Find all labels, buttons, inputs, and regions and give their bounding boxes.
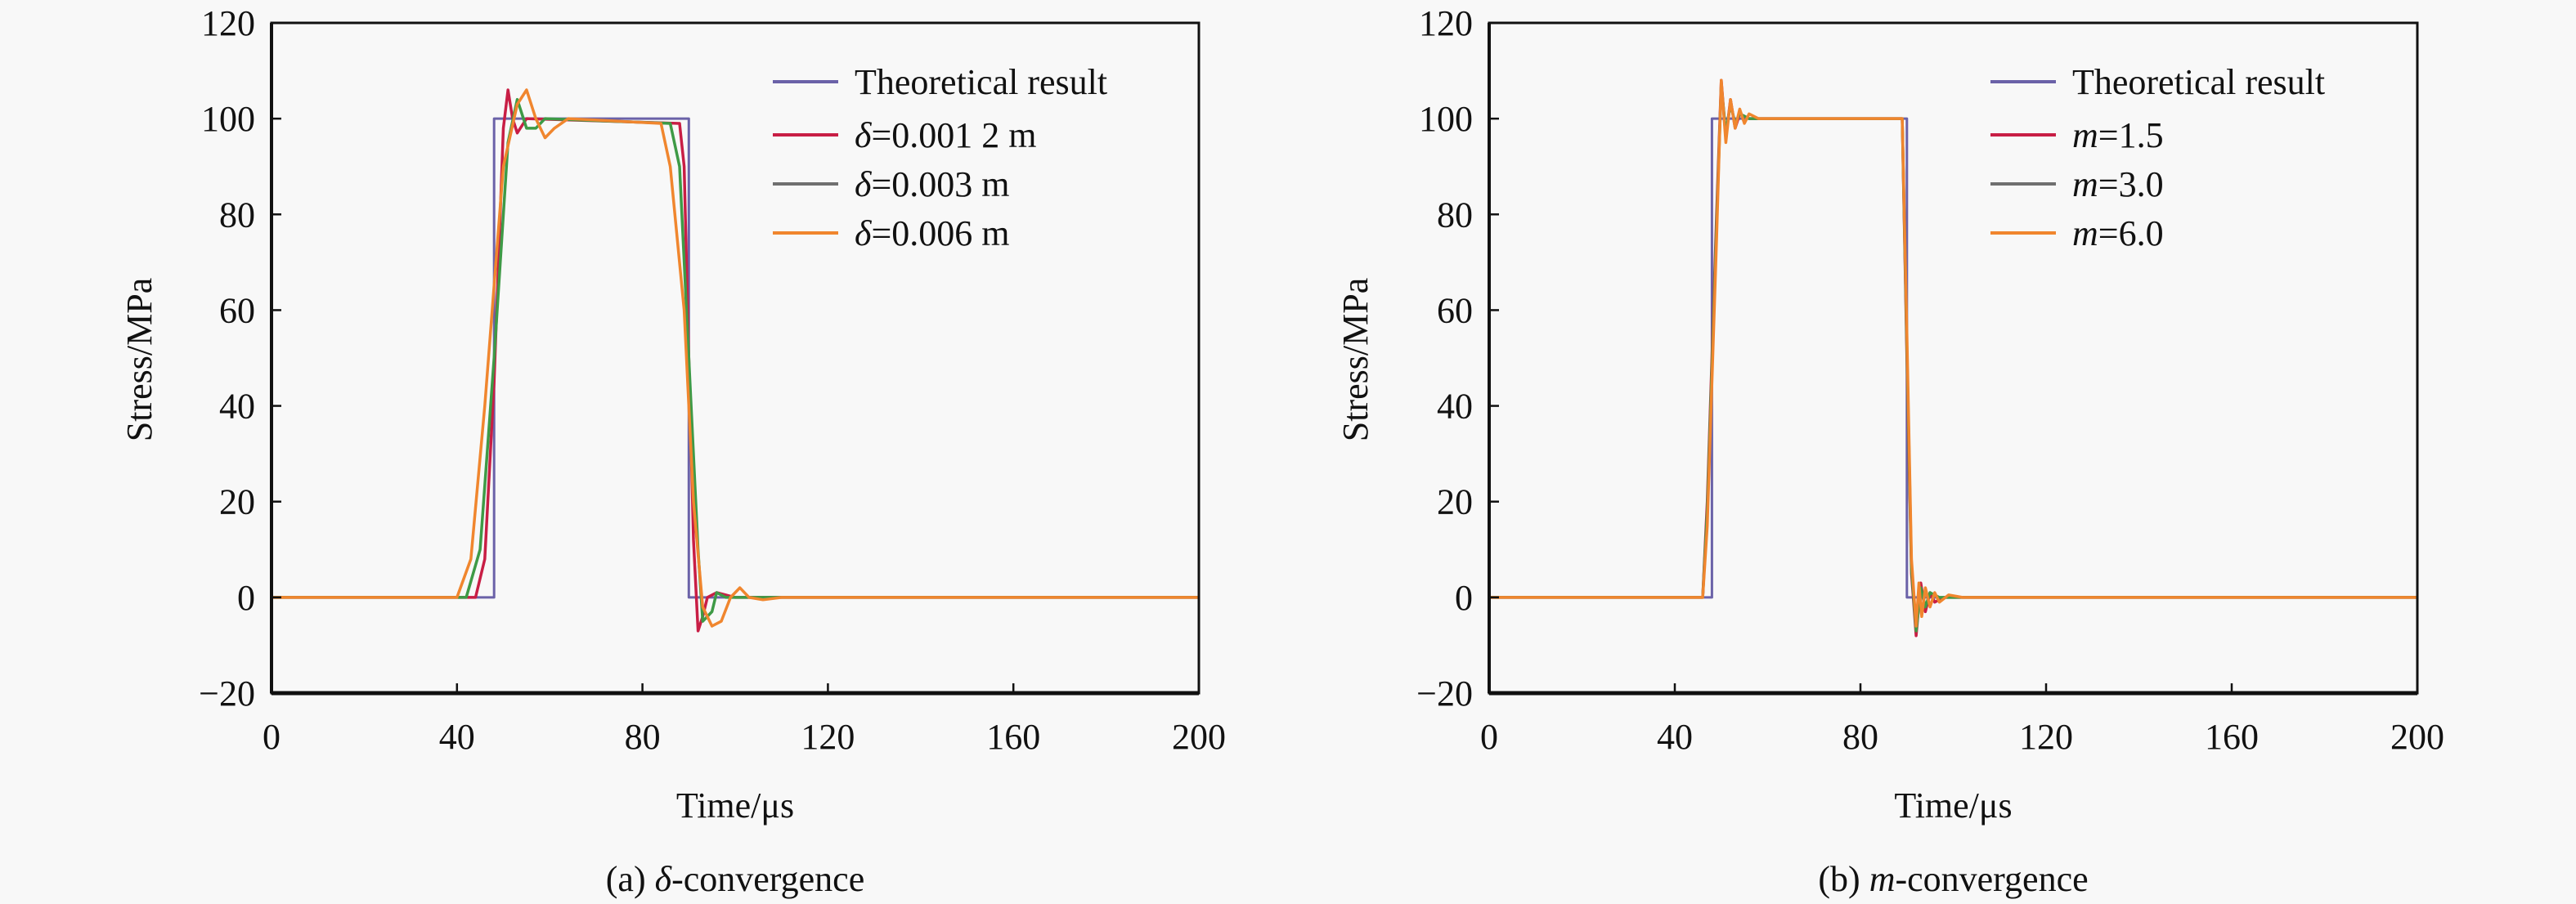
plot-frame — [1488, 21, 2419, 695]
y-tick-label: 120 — [1419, 3, 1473, 43]
x-tick-label: 200 — [1172, 717, 1226, 757]
series-group — [1489, 78, 2417, 638]
legend-text-rest: =1.5 — [2098, 115, 2164, 155]
caption-suffix: -convergence — [671, 859, 864, 899]
y-tick-label: 80 — [219, 195, 255, 235]
y-tick-label: −20 — [199, 674, 255, 714]
panel-a-delta-convergence: 0 40 80 120 160 200−20020406080100120Time/μsS… — [119, 3, 1226, 899]
legend-symbol: δ — [855, 115, 873, 155]
series-line-numerical-2 — [272, 97, 1199, 623]
legend-text-rest: =0.003 m — [871, 164, 1009, 204]
y-tick-label: −20 — [1416, 674, 1473, 714]
panel-caption: (b) m-convergence — [1818, 859, 2088, 899]
legend-symbol: m — [2072, 213, 2098, 253]
y-tick-label: 40 — [1437, 387, 1473, 427]
series-line-numerical-1 — [1489, 78, 2417, 638]
x-tick-label: 160 — [2205, 717, 2259, 757]
legend-symbol: δ — [855, 213, 873, 253]
legend-text-rest: =3.0 — [2098, 164, 2164, 204]
y-axis-title: Stress/MPa — [119, 278, 159, 441]
y-tick-label: 80 — [1437, 195, 1473, 235]
panel-caption: (a) δ-convergence — [606, 859, 864, 899]
x-axis-title: Time/μs — [1894, 785, 2012, 826]
legend-label: Theoretical result — [2072, 62, 2325, 102]
legend-text-rest: =6.0 — [2098, 213, 2164, 253]
series-line-numerical-3 — [1489, 78, 2417, 628]
series-line-numerical-2 — [1489, 83, 2417, 633]
y-tick-label: 0 — [1455, 578, 1473, 618]
panel-b-m-convergence: 0 40 80 120 160 200−20020406080100120Time/μsS… — [1335, 3, 2444, 899]
y-tick-label: 100 — [201, 99, 255, 139]
legend-label: Theoretical result — [855, 62, 1107, 102]
x-tick-label: 40 — [439, 717, 475, 757]
legend-text-rest: =0.006 m — [871, 213, 1009, 253]
x-tick-label: 80 — [1842, 717, 1878, 757]
legend-label: m=1.5 — [2072, 115, 2164, 155]
x-tick-label: 120 — [2019, 717, 2073, 757]
y-tick-label: 40 — [219, 387, 255, 427]
x-axis-title: Time/μs — [676, 785, 794, 826]
legend-label: δ=0.003 m — [855, 164, 1010, 204]
y-tick-label: 0 — [237, 578, 255, 618]
legend-symbol: δ — [855, 164, 873, 204]
legend-text-rest: Theoretical result — [855, 62, 1107, 102]
series-line-numerical-3 — [272, 88, 1199, 628]
x-tick-label: 160 — [986, 717, 1040, 757]
x-tick-label: 40 — [1657, 717, 1693, 757]
y-tick-label: 120 — [201, 3, 255, 43]
series-line-theoretical — [272, 117, 1199, 599]
legend-text-rest: =0.001 2 m — [871, 115, 1036, 155]
x-tick-label: 120 — [801, 717, 855, 757]
caption-prefix: (b) — [1818, 859, 1869, 899]
x-tick-label: 0 — [263, 717, 280, 757]
y-tick-label: 60 — [1437, 290, 1473, 330]
legend-label: δ=0.001 2 m — [855, 115, 1037, 155]
caption-symbol: m — [1869, 859, 1896, 899]
y-tick-label: 100 — [1419, 99, 1473, 139]
legend-label: m=3.0 — [2072, 164, 2164, 204]
legend-symbol: m — [2072, 115, 2098, 155]
legend-label: m=6.0 — [2072, 213, 2164, 253]
y-tick-label: 20 — [1437, 482, 1473, 522]
legend-symbol: m — [2072, 164, 2098, 204]
x-tick-label: 0 — [1480, 717, 1498, 757]
y-axis-title: Stress/MPa — [1335, 278, 1376, 441]
legend-text-rest: Theoretical result — [2072, 62, 2325, 102]
series-line-theoretical — [1489, 117, 2417, 599]
series-group — [272, 88, 1199, 633]
caption-suffix: -convergence — [1895, 859, 2088, 899]
y-tick-label: 20 — [219, 482, 255, 522]
x-tick-label: 80 — [625, 717, 661, 757]
x-tick-label: 200 — [2390, 717, 2444, 757]
legend-label: δ=0.006 m — [855, 213, 1010, 253]
y-tick-label: 60 — [219, 290, 255, 330]
series-line-numerical-1 — [272, 88, 1199, 633]
caption-prefix: (a) — [606, 859, 655, 899]
caption-symbol: δ — [655, 859, 673, 899]
